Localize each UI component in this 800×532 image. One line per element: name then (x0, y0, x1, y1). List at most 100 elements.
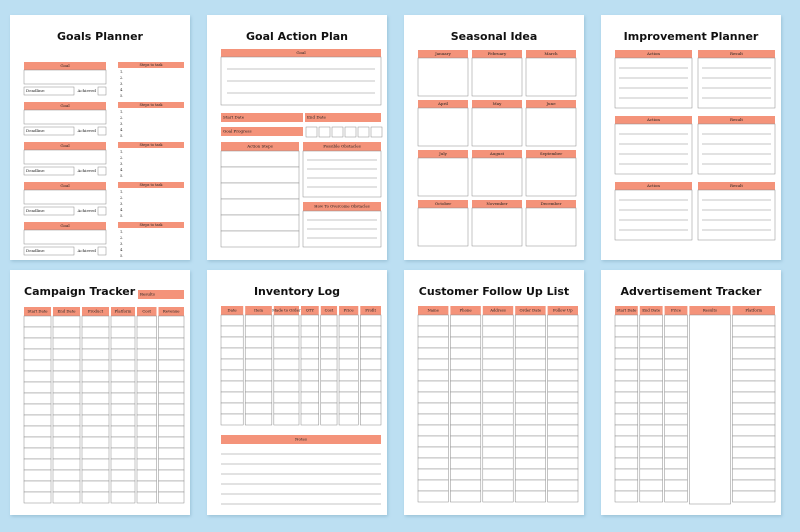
table-cell (732, 435, 776, 448)
table-cell (664, 479, 688, 492)
table-cell (639, 424, 663, 437)
table-cell (417, 424, 449, 437)
table-cell (338, 369, 359, 382)
step-number: 2. (120, 156, 123, 160)
column-header (615, 306, 638, 315)
table-cell (136, 480, 157, 493)
table-cell (23, 480, 52, 493)
table-cell (547, 380, 579, 393)
table-cell (639, 369, 663, 382)
box (614, 189, 693, 241)
step-number: 4. (120, 208, 123, 212)
table-cell (664, 457, 688, 470)
table-cell (158, 414, 185, 427)
header (221, 113, 303, 122)
column-header (639, 306, 663, 315)
step-number: 4. (120, 128, 123, 132)
table-cell (360, 314, 382, 327)
table-cell (482, 413, 514, 426)
step-number: 5. (120, 254, 123, 258)
table-cell (136, 403, 157, 416)
table-cell (23, 392, 52, 405)
table-cell (220, 336, 244, 349)
table-cell (732, 369, 776, 382)
table-cell (482, 391, 514, 404)
table-cell (450, 479, 482, 492)
table-cell (482, 490, 514, 503)
column-label: Price (671, 308, 682, 313)
table-cell (417, 391, 449, 404)
table-cell (81, 348, 110, 361)
table-cell (81, 469, 110, 482)
progress-box (357, 126, 370, 138)
table-cell (514, 446, 546, 459)
table-cell (732, 446, 776, 459)
table-cell (639, 446, 663, 459)
box (302, 150, 382, 198)
header-label: Result (730, 117, 743, 122)
table-cell (110, 480, 136, 493)
header (698, 116, 775, 124)
table-cell (482, 435, 514, 448)
header-label: September (540, 151, 562, 156)
column-header (301, 306, 319, 315)
header (118, 222, 184, 228)
column-label: Date (228, 308, 238, 313)
table-cell (664, 358, 688, 371)
table-cell (514, 435, 546, 448)
table-cell (23, 491, 52, 504)
header-label: October (435, 201, 451, 206)
table-cell (664, 402, 688, 415)
column-label: Order Date (520, 308, 542, 313)
column-header (245, 306, 272, 315)
table-cell (360, 347, 382, 360)
header-label: Possible Obstacles (323, 144, 361, 149)
table-cell (244, 391, 273, 404)
table-cell (273, 314, 300, 327)
column-label: Follow Up (553, 308, 573, 313)
box (697, 189, 776, 241)
table-cell (273, 347, 300, 360)
table-cell (664, 369, 688, 382)
column-header (82, 307, 109, 316)
table-cell (639, 391, 663, 404)
table-cell (244, 314, 273, 327)
column-label: Start Date (616, 308, 637, 313)
step-number: 3. (120, 202, 123, 206)
table-cell (732, 391, 776, 404)
table-cell (110, 447, 136, 460)
column-label: Platform (745, 308, 762, 313)
table-cell (514, 380, 546, 393)
table-cell (639, 347, 663, 360)
table-cell (417, 380, 449, 393)
table-cell (338, 336, 359, 349)
header (526, 200, 576, 208)
table-cell (417, 468, 449, 481)
table-cell (614, 490, 639, 503)
table-cell (338, 358, 359, 371)
table-cell (547, 446, 579, 459)
step-number: 3. (120, 122, 123, 126)
table-cell (614, 369, 639, 382)
table-cell (514, 457, 546, 470)
header-label: November (486, 201, 507, 206)
table-cell (338, 402, 359, 415)
table-cell (482, 402, 514, 415)
header (526, 50, 576, 58)
column-label: Cost (325, 308, 334, 313)
page-title: Inventory Log (254, 285, 340, 298)
table-cell (338, 413, 359, 426)
box (23, 86, 75, 96)
table-cell (482, 314, 514, 327)
box (23, 246, 75, 256)
checkbox (97, 206, 107, 216)
table-cell (514, 424, 546, 437)
table-cell (450, 391, 482, 404)
table-cell (23, 381, 52, 394)
header-label: February (488, 51, 507, 56)
box (417, 207, 469, 247)
header-label: Results (140, 292, 155, 297)
table-cell (450, 325, 482, 338)
table-cell (614, 358, 639, 371)
column-label: Results (703, 308, 717, 313)
